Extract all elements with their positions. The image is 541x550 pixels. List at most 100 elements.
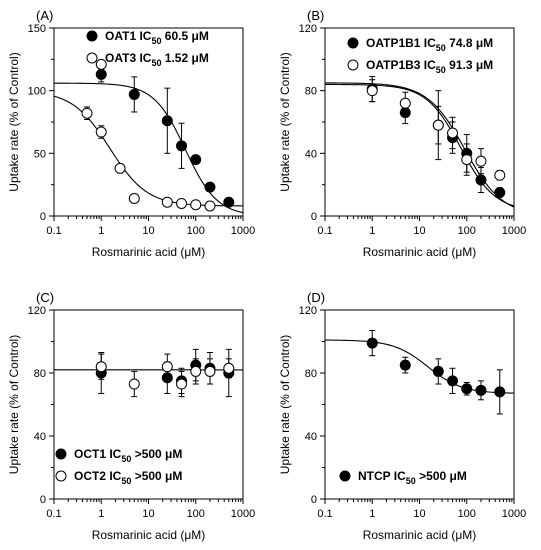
data-point-ntcp [494,386,506,398]
y-tick-label: 120 [299,305,317,317]
x-tick-label: 1000 [502,225,526,237]
legend-oat3-subscript: 50 [151,58,161,68]
fit-curve-ntcp [324,339,515,394]
x-tick-label: 100 [458,225,476,237]
data-point-oat1 [223,196,235,208]
x-tick-label: 10 [413,508,425,520]
legend-oct2-series-name: OCT2 IC [74,469,122,483]
x-tick-label: 0.1 [46,508,61,520]
data-point-oatp1b3 [461,154,473,166]
legend-oat3-ic50-value: 1.52 μM [161,51,208,65]
legend-oatp1b3-text: OATP1B3 IC50 91.3 μM [366,58,493,75]
x-axis-title: Rosmarinic acid (μM) [92,245,206,259]
chart-panel-3: (C) 0.1 1 10 100 1000 0 40 80 120 Rosmarinic acid … [7,290,255,542]
legend-ntcp-text: NTCP IC50 >500 μM [358,469,467,486]
data-point-oat1 [95,68,107,80]
y-axis-title: Uptake rate (% of Control) [278,52,292,191]
x-tick-label: 10 [142,508,154,520]
legend-marker-oct1 [55,448,67,460]
panel-label: (D) [307,290,325,305]
data-point-ntcp [432,365,444,377]
data-point-oat3 [190,199,202,211]
legend-oatp1b3-series-name: OATP1B3 IC [366,58,436,72]
data-point-oct2 [190,365,202,377]
legend-oatp1b3-ic50-value: 91.3 μM [446,58,493,72]
fit-curve-oatp1b3 [325,82,515,208]
y-tick-label: 0 [40,494,46,506]
data-point-oct2 [223,362,235,374]
legend-marker-oct2 [55,470,67,482]
data-point-oatp1b3 [366,85,378,97]
y-tick-label: 80 [305,368,317,380]
y-tick-label: 100 [28,86,46,98]
data-point-oatp1b3 [432,119,444,131]
chart-panel-1: (A) 0.1 1 10 100 1000 0 50 100 150 Rosmarinic acid… [7,8,255,259]
legend: OATP1B1 IC50 74.8 μM OATP1B3 IC50 91.3 μM [347,36,493,75]
chart-panel-4: (D) 0.1 1 10 100 1000 0 40 80 120 Rosmarinic acid … [278,290,526,542]
y-axis-title: Uptake rate (% of Control) [7,335,21,474]
y-tick-label: 40 [305,431,317,443]
data-point-oct2 [204,365,216,377]
panel-label: (A) [36,8,53,23]
x-tick-label: 1000 [502,508,526,520]
y-tick-label: 0 [311,494,317,506]
legend-oct1-text: OCT1 IC50 >500 μM [74,447,182,464]
data-point-oct2 [128,378,140,390]
legend-marker-ntcp [339,470,351,482]
x-axis-title: Rosmarinic acid (μM) [92,528,206,542]
legend-oatp1b1-ic50-value: 74.8 μM [446,36,493,50]
y-axis-title: Uptake rate (% of Control) [7,52,21,191]
legend-oct2-ic50-value: >500 μM [131,469,182,483]
data-point-ntcp [447,375,459,387]
y-axis-title: Uptake rate (% of Control) [278,335,292,474]
x-tick-label: 1 [369,508,375,520]
legend-oct1-subscript: 50 [121,454,131,464]
data-point-oat3 [81,107,93,119]
y-tick-label: 80 [305,86,317,98]
legend-ntcp-ic50-value: >500 μM [416,469,467,483]
panel-label: (B) [307,8,324,23]
x-tick-label: 0.1 [317,225,332,237]
legend-marker-oatp1b3 [347,59,359,71]
legend-oct1-ic50-value: >500 μM [131,447,182,461]
data-point-oat3 [114,162,126,174]
y-tick-label: 50 [34,148,46,160]
data-point-ntcp [366,337,378,349]
y-tick-label: 40 [305,148,317,160]
legend-oatp1b1-text: OATP1B1 IC50 74.8 μM [366,36,493,53]
legend-marker-oat1 [86,30,98,42]
legend-ntcp-subscript: 50 [406,476,416,486]
legend-marker-oatp1b1 [347,37,359,49]
fit-curve-oatp1b1 [325,83,515,207]
legend-oat1-ic50-value: 60.5 μM [161,29,208,43]
fit-curve-oat1 [54,82,244,214]
legend-oat1-subscript: 50 [151,36,161,46]
data-point-oatp1b1 [494,187,506,198]
data-point-oat3 [161,196,173,208]
x-tick-label: 100 [187,225,205,237]
chart-panel-2: (B) 0.1 1 10 100 1000 0 40 80 120 Rosmarinic acid … [278,8,526,259]
data-point-oatp1b3 [475,155,487,167]
data-point-ntcp [399,359,411,371]
legend: NTCP IC50 >500 μM [339,469,467,486]
data-point-oat3 [176,197,188,209]
x-tick-label: 1 [369,225,375,237]
data-point-oat1 [190,154,202,166]
data-point-oat1 [204,181,216,193]
data-point-oatp1b1 [475,174,487,186]
data-point-oat3 [95,126,107,138]
x-tick-label: 0.1 [317,508,332,520]
legend-ntcp-series-name: NTCP IC [358,469,406,483]
x-tick-label: 100 [187,508,205,520]
data-point-oat3 [128,192,140,204]
data-point-oct2 [176,378,188,390]
data-point-oat1 [161,115,173,127]
data-point-oat1 [176,140,188,152]
legend-oat3-series-name: OAT3 IC [105,51,152,65]
legend-oct2-text: OCT2 IC50 >500 μM [74,469,182,486]
legend-oat1-series-name: OAT1 IC [105,29,152,43]
y-tick-label: 0 [311,211,317,223]
legend-oatp1b3-subscript: 50 [436,65,446,75]
